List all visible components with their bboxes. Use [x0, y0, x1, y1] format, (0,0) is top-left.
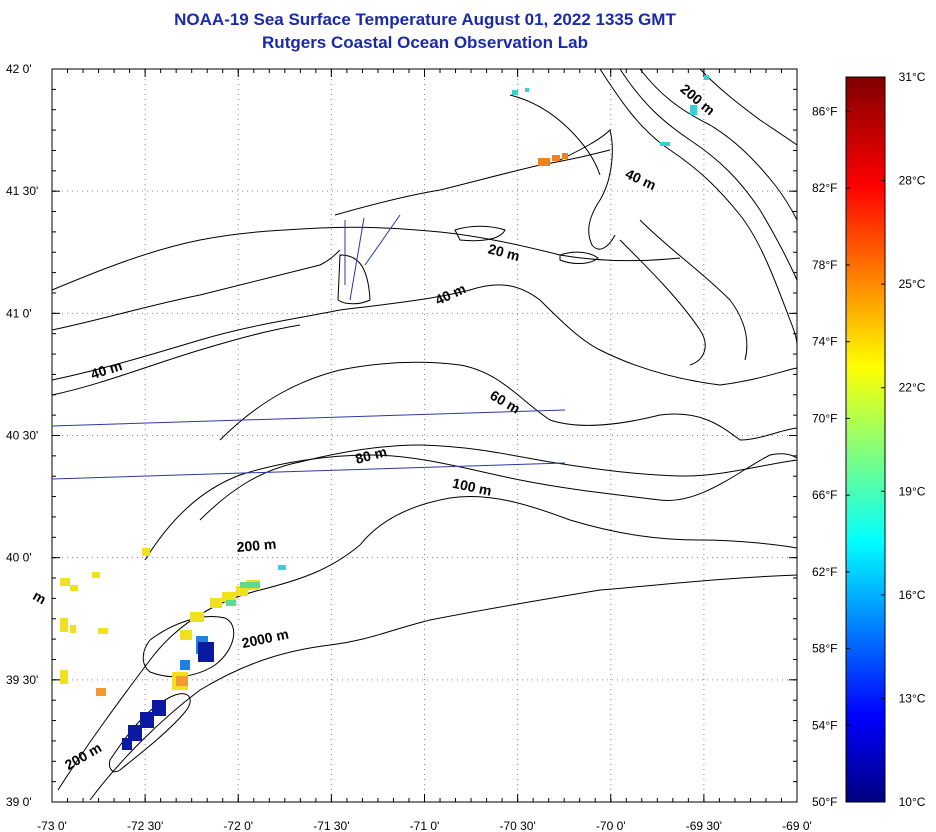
contour-gom-2 — [639, 68, 798, 221]
contour-80m — [199, 444, 798, 521]
shoals-east — [619, 239, 706, 366]
track-line-1 — [51, 409, 566, 427]
colorbar-f-label: 82°F — [812, 181, 837, 195]
island-marthas-vineyard — [454, 225, 506, 242]
contour-2000m — [89, 574, 798, 801]
lon-tick-label: -72 0' — [223, 819, 253, 832]
bathymetry-contours — [51, 68, 798, 801]
coastline-cape-cod — [559, 129, 616, 250]
track-line-2 — [51, 462, 566, 480]
sst-patch-orange — [96, 676, 188, 696]
colorbar-f-label: 58°F — [812, 642, 837, 656]
colorbar-c-label: 22°C — [899, 381, 926, 395]
map-subtitle: Rutgers Coastal Ocean Observation Lab — [262, 33, 588, 52]
island-nantucket — [559, 251, 599, 264]
depth-label: 80 m — [354, 443, 389, 467]
colorbar-c-label: 31°C — [899, 70, 926, 84]
lon-tick-label: -70 30' — [499, 819, 535, 832]
lat-tick-label: 39 30' — [6, 673, 38, 687]
lat-tick-label: 41 30' — [6, 184, 38, 198]
colorbar-c-label: 16°C — [899, 588, 926, 602]
colorbar-c-label: 10°C — [899, 795, 926, 809]
depth-label: m — [30, 587, 49, 607]
lon-tick-label: -72 30' — [127, 819, 163, 832]
shoals-east-2 — [639, 219, 748, 361]
sst-patch-north — [278, 75, 709, 570]
graticule — [52, 69, 797, 802]
island-block — [337, 254, 371, 305]
colorbar-c-label: 28°C — [899, 174, 926, 188]
bay-buzzards — [509, 94, 601, 176]
sst-patch-darkblue — [122, 642, 214, 750]
colorbar-f-label: 70°F — [812, 411, 837, 425]
coastline-long-island — [51, 249, 341, 331]
sst-patches — [60, 75, 709, 750]
contour-gom-3 — [699, 68, 798, 146]
depth-label: 20 m — [487, 240, 522, 264]
coastline-ct-ri — [334, 149, 611, 216]
lon-tick-label: -70 0' — [596, 819, 626, 832]
satellite-track-lines — [51, 214, 566, 480]
contour-200m-north — [599, 68, 798, 346]
sst-patch-green — [226, 582, 260, 606]
colorbar — [845, 76, 886, 803]
contour-40m-shelf — [51, 284, 798, 386]
lat-tick-label: 40 30' — [6, 429, 38, 443]
depth-label: 200 m — [236, 536, 277, 555]
lon-tick-label: -69 30' — [686, 819, 722, 832]
contour-40m-inner — [51, 324, 301, 396]
colorbar-f-label: 86°F — [812, 105, 837, 119]
colorbar-f-label: 74°F — [812, 335, 837, 349]
colorbar-ticks: 31°C 28°C 25°C 22°C 19°C 16°C 13°C 10°C 86°F 82°F… — [812, 70, 926, 809]
track-line-4 — [349, 217, 365, 301]
colorbar-f-label: 54°F — [812, 718, 837, 732]
axis-labels: -73 0' -72 30' -72 0' -71 30' -71 0' -70 30' -… — [6, 62, 812, 832]
colorbar-c-label: 25°C — [899, 277, 926, 291]
lon-tick-label: -71 0' — [410, 819, 440, 832]
colorbar-c-label: 19°C — [899, 484, 926, 498]
lon-tick-label: -73 0' — [37, 819, 67, 832]
lat-tick-label: 42 0' — [6, 62, 32, 76]
contour-100m — [144, 453, 798, 561]
lat-tick-label: 40 0' — [6, 551, 32, 565]
colorbar-f-label: 78°F — [812, 258, 837, 272]
colorbar-f-label: 66°F — [812, 488, 837, 502]
contour-200m-outer — [57, 496, 798, 791]
sst-patch-cape — [538, 153, 568, 166]
colorbar-f-label: 62°F — [812, 565, 837, 579]
map-title: NOAA-19 Sea Surface Temperature August 0… — [174, 10, 676, 29]
lon-tick-label: -71 30' — [313, 819, 349, 832]
lat-tick-label: 41 0' — [6, 306, 32, 320]
map-frame — [51, 68, 798, 803]
colorbar-f-label: 50°F — [812, 795, 837, 809]
track-line-5 — [364, 214, 401, 266]
colorbar-c-label: 13°C — [899, 691, 926, 705]
lat-tick-label: 39 0' — [6, 795, 32, 809]
contour-60m — [219, 361, 798, 441]
contour-20m — [51, 226, 681, 291]
contour-slope-lobe-2 — [109, 693, 191, 773]
lon-tick-label: -69 0' — [782, 819, 812, 832]
contour-gom-1 — [619, 68, 798, 281]
